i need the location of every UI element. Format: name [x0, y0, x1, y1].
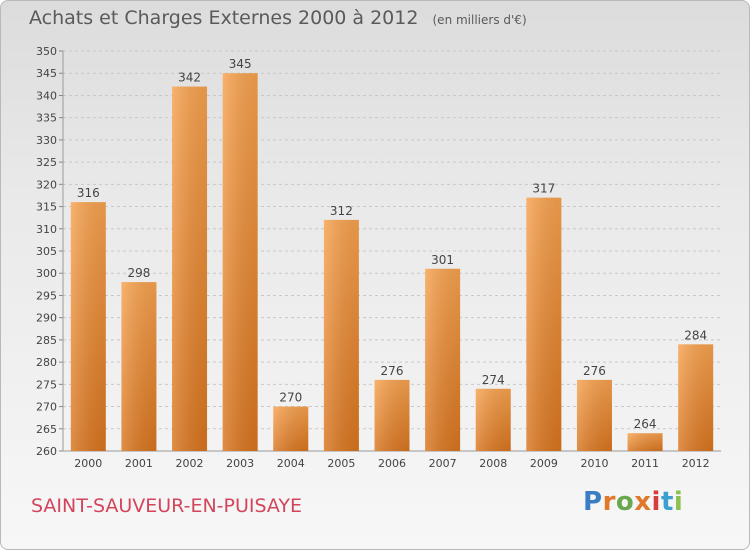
- y-tick-label: 280: [36, 356, 57, 369]
- y-tick-label: 345: [36, 67, 57, 80]
- y-tick-label: 310: [36, 223, 57, 236]
- bar-shade: [576, 379, 612, 451]
- y-tick-label: 290: [36, 312, 57, 325]
- data-label: 345: [229, 57, 252, 71]
- bar-shade: [121, 282, 157, 451]
- bar-shade: [323, 219, 359, 451]
- brand-letter: o: [615, 487, 635, 517]
- brand-letter: r: [602, 487, 616, 517]
- data-label: 301: [431, 253, 454, 267]
- x-tick-label: 2012: [682, 457, 710, 470]
- x-tick-label: 2006: [378, 457, 406, 470]
- x-tick-label: 2011: [631, 457, 659, 470]
- bar-shade: [526, 197, 562, 451]
- y-tick-label: 330: [36, 134, 57, 147]
- bar-shade: [627, 433, 663, 451]
- chart-title-text: Achats et Charges Externes 2000 à 2012: [29, 7, 419, 29]
- data-label: 270: [279, 391, 302, 405]
- y-tick-label: 295: [36, 289, 57, 302]
- y-tick-label: 275: [36, 378, 57, 391]
- data-label: 276: [583, 364, 606, 378]
- y-tick-label: 350: [36, 45, 57, 58]
- data-label: 284: [684, 328, 707, 342]
- brand-letter: t: [660, 487, 674, 517]
- y-tick-label: 265: [36, 423, 57, 436]
- data-label: 274: [482, 373, 505, 387]
- brand-letter: x: [634, 487, 652, 517]
- x-tick-label: 2008: [479, 457, 507, 470]
- x-tick-label: 2010: [580, 457, 608, 470]
- x-tick-label: 2007: [429, 457, 457, 470]
- y-tick-label: 300: [36, 267, 57, 280]
- data-label: 276: [381, 364, 404, 378]
- data-label: 312: [330, 204, 353, 218]
- bar-shade: [172, 86, 208, 452]
- commune-name: SAINT-SAUVEUR-EN-PUISAYE: [31, 495, 303, 517]
- y-tick-label: 335: [36, 112, 57, 125]
- bar-shade: [273, 406, 309, 451]
- y-tick-label: 320: [36, 178, 57, 191]
- y-tick-label: 285: [36, 334, 57, 347]
- data-label: 316: [77, 186, 100, 200]
- y-tick-label: 325: [36, 156, 57, 169]
- bar-shade: [425, 268, 461, 451]
- chart-title: Achats et Charges Externes 2000 à 2012 (…: [29, 7, 527, 29]
- y-tick-label: 270: [36, 401, 57, 414]
- x-tick-label: 2009: [530, 457, 558, 470]
- value-labels: 316 298 342 345 270 312 276 301 274 317 276 264 284: [77, 57, 707, 431]
- data-label: 264: [634, 417, 657, 431]
- x-tick-label: 2005: [327, 457, 355, 470]
- x-tick-label: 2000: [74, 457, 102, 470]
- bars: [70, 73, 714, 452]
- y-tick-label: 340: [36, 89, 57, 102]
- x-tick-label: 2002: [176, 457, 204, 470]
- bar-shade: [374, 379, 410, 451]
- x-tick-label: 2001: [125, 457, 153, 470]
- data-label: 298: [127, 266, 150, 280]
- y-tick-label: 305: [36, 245, 57, 258]
- data-label: 317: [532, 182, 555, 196]
- bar-shade: [678, 344, 714, 451]
- bar-shade: [475, 388, 511, 451]
- chart-unit: (en milliers d'€): [432, 13, 527, 27]
- brand-letter: P: [583, 487, 603, 517]
- x-tick-label: 2003: [226, 457, 254, 470]
- y-tick-label: 260: [36, 445, 57, 458]
- data-label: 342: [178, 71, 201, 85]
- brand-letter: i: [673, 487, 684, 517]
- y-tick-label: 315: [36, 201, 57, 214]
- brand-letter: i: [651, 487, 661, 517]
- bar-shade: [70, 202, 106, 451]
- bar-shade: [222, 73, 258, 451]
- x-tick-label: 2004: [277, 457, 305, 470]
- proxiti-logo: Proxiti: [583, 487, 683, 517]
